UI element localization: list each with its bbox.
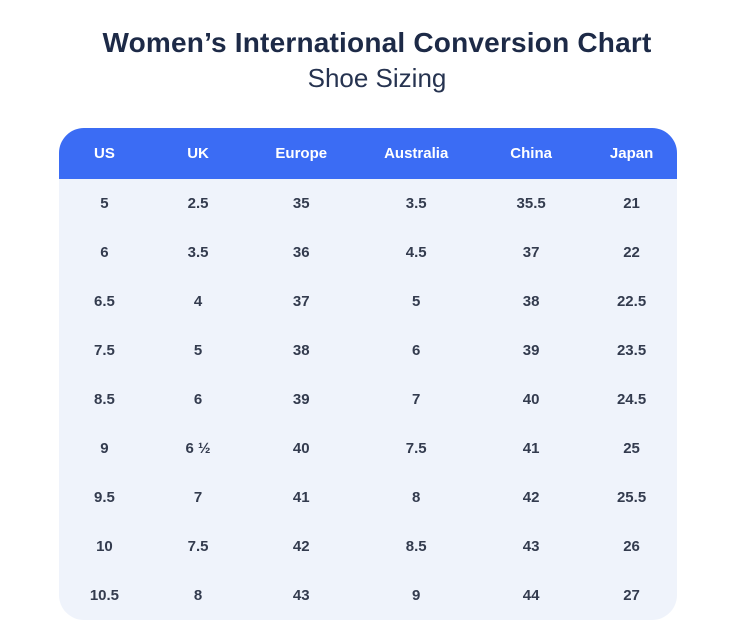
page-title: Women’s International Conversion Chart (102, 27, 652, 58)
table-header-row: US UK Europe Australia China Japan (59, 128, 677, 179)
table-header: US UK Europe Australia China Japan (59, 128, 677, 179)
table-row: 6.5 4 37 5 38 22.5 (59, 277, 677, 326)
table-cell: 22 (586, 228, 677, 277)
table-cell: 7 (149, 473, 247, 522)
table-cell: 8.5 (59, 375, 150, 424)
table-row: 7.5 5 38 6 39 23.5 (59, 326, 677, 375)
table-cell: 10 (59, 522, 150, 571)
table-row: 10.5 8 43 9 44 27 (59, 571, 677, 620)
table-cell: 38 (246, 326, 357, 375)
table-cell: 9 (356, 571, 477, 620)
page-subtitle: Shoe Sizing (307, 63, 447, 93)
table-cell: 7.5 (149, 522, 247, 571)
table-cell: 40 (246, 424, 357, 473)
table-cell: 7.5 (356, 424, 477, 473)
table-cell: 41 (476, 424, 587, 473)
table-cell: 5 (59, 179, 150, 228)
shoe-size-table: US UK Europe Australia China Japan 5 2.5 35 3.5 3… (59, 128, 677, 620)
table-cell: 6 (356, 326, 477, 375)
table-row: 6 3.5 36 4.5 37 22 (59, 228, 677, 277)
table-cell: 6.5 (59, 277, 150, 326)
table-cell: 43 (476, 522, 587, 571)
table-cell: 3.5 (356, 179, 477, 228)
table-cell: 40 (476, 375, 587, 424)
table-cell: 4.5 (356, 228, 477, 277)
column-header-us: US (59, 128, 150, 179)
column-header-europe: Europe (246, 128, 357, 179)
column-header-uk: UK (149, 128, 247, 179)
table-row: 10 7.5 42 8.5 43 26 (59, 522, 677, 571)
table-cell: 43 (246, 571, 357, 620)
table-cell: 7.5 (59, 326, 150, 375)
conversion-table: US UK Europe Australia China Japan 5 2.5 35 3.5 3… (59, 128, 677, 620)
table-cell: 27 (586, 571, 677, 620)
table-cell: 5 (356, 277, 477, 326)
column-header-australia: Australia (356, 128, 477, 179)
table-cell: 42 (246, 522, 357, 571)
table-cell: 9.5 (59, 473, 150, 522)
table-cell: 6 (59, 228, 150, 277)
table-cell: 8 (149, 571, 247, 620)
table-body: 5 2.5 35 3.5 35.5 21 6 3.5 36 4.5 37 22 6.5 4 37 5 38 22.… (59, 179, 677, 620)
table-cell: 22.5 (586, 277, 677, 326)
table-cell: 41 (246, 473, 357, 522)
table-cell: 44 (476, 571, 587, 620)
table-cell: 35.5 (476, 179, 587, 228)
table-cell: 21 (586, 179, 677, 228)
table-cell: 24.5 (586, 375, 677, 424)
table-cell: 8.5 (356, 522, 477, 571)
table-cell: 7 (356, 375, 477, 424)
column-header-japan: Japan (586, 128, 677, 179)
table-cell: 35 (246, 179, 357, 228)
table-cell: 6 ½ (149, 424, 247, 473)
table-cell: 39 (476, 326, 587, 375)
table-cell: 25.5 (586, 473, 677, 522)
table-cell: 38 (476, 277, 587, 326)
table-cell: 36 (246, 228, 357, 277)
table-cell: 2.5 (149, 179, 247, 228)
table-cell: 42 (476, 473, 587, 522)
column-header-china: China (476, 128, 587, 179)
table-cell: 26 (586, 522, 677, 571)
table-cell: 8 (356, 473, 477, 522)
table-cell: 9 (59, 424, 150, 473)
table-cell: 4 (149, 277, 247, 326)
table-cell: 5 (149, 326, 247, 375)
table-row: 9.5 7 41 8 42 25.5 (59, 473, 677, 522)
table-cell: 10.5 (59, 571, 150, 620)
table-cell: 37 (246, 277, 357, 326)
table-cell: 39 (246, 375, 357, 424)
table-row: 5 2.5 35 3.5 35.5 21 (59, 179, 677, 228)
table-cell: 23.5 (586, 326, 677, 375)
table-cell: 37 (476, 228, 587, 277)
table-cell: 25 (586, 424, 677, 473)
table-cell: 3.5 (149, 228, 247, 277)
table-row: 8.5 6 39 7 40 24.5 (59, 375, 677, 424)
table-cell: 6 (149, 375, 247, 424)
